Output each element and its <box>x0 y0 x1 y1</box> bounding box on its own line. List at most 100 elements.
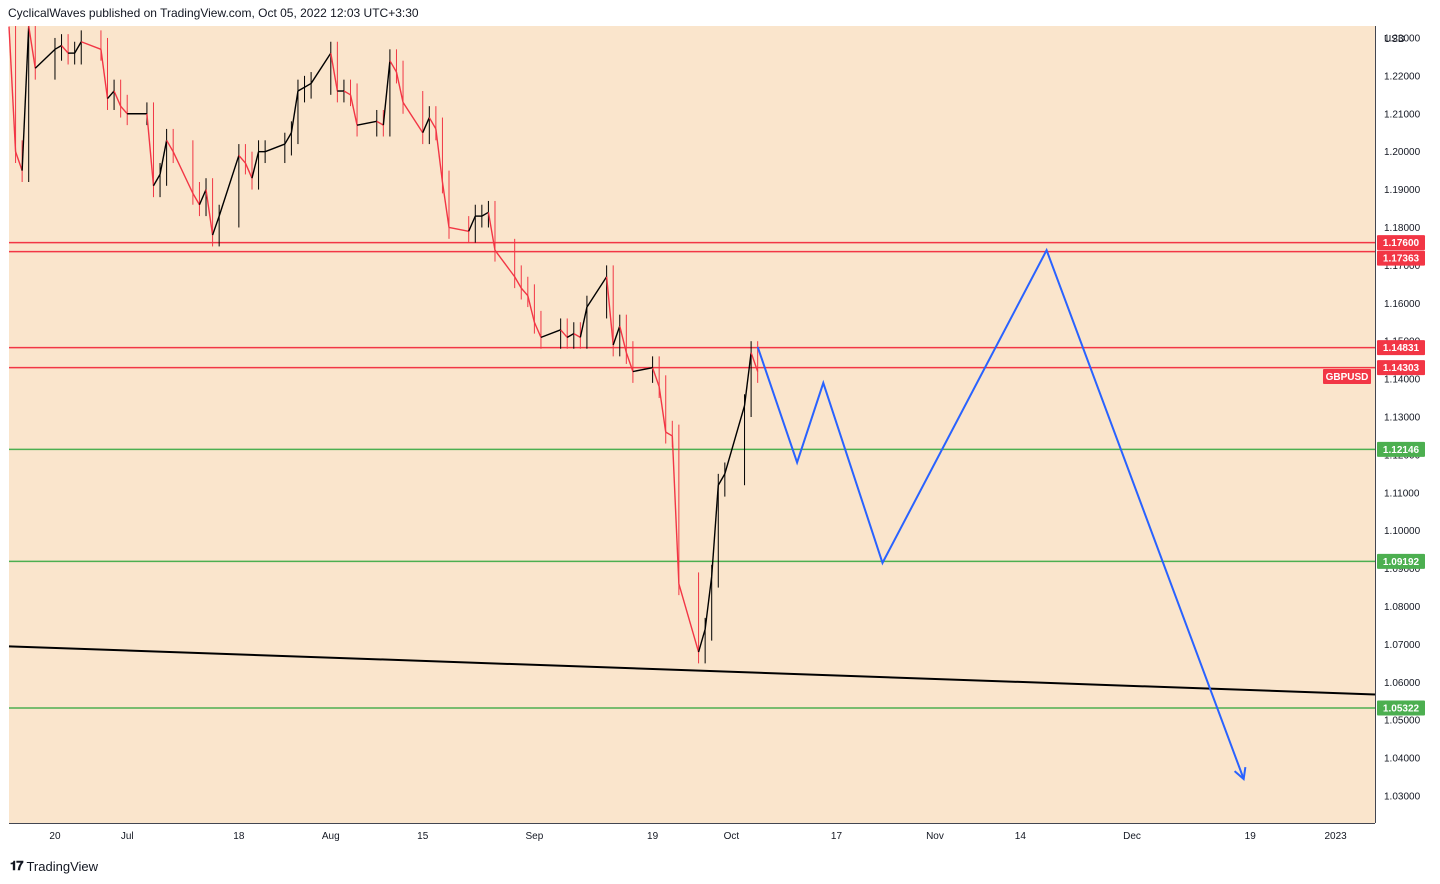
price-segment <box>612 325 621 346</box>
price-segment <box>750 352 759 372</box>
price-series-group <box>8 25 759 664</box>
price-segment <box>717 473 726 486</box>
price-segment <box>100 49 109 99</box>
symbol-price-tag-bg <box>1323 369 1371 385</box>
price-segment <box>251 151 260 179</box>
price-segment <box>120 105 128 115</box>
y-tick-label: 1.23000 <box>1384 33 1421 44</box>
price-segment <box>297 86 305 92</box>
y-tick-label: 1.13000 <box>1384 413 1421 424</box>
resistance-level-tag: 1.14831 <box>1383 343 1420 354</box>
price-segment <box>166 139 174 153</box>
price-segment <box>586 276 608 308</box>
price-segment <box>172 151 194 194</box>
price-segment <box>402 102 424 134</box>
price-segment <box>34 48 56 69</box>
symbol-price-tag: GBPUSD <box>1326 372 1369 383</box>
price-segment <box>389 60 398 73</box>
trendline-group <box>8 645 1376 696</box>
price-segment <box>106 90 115 100</box>
y-tick-label: 1.17000 <box>1384 261 1421 272</box>
resistance-level-tag: 1.17600 <box>1383 238 1420 249</box>
price-segment <box>494 249 516 278</box>
y-tick-label: 1.08000 <box>1384 602 1421 613</box>
price-segment <box>61 45 69 54</box>
support-level-tag: 1.05322 <box>1383 704 1420 715</box>
x-tick-label: 19 <box>1245 831 1257 842</box>
projection-path <box>756 247 1245 780</box>
y-tick-label: 1.18000 <box>1384 223 1421 234</box>
price-segment <box>428 117 437 130</box>
support-level-tag-bg <box>1377 441 1425 457</box>
price-segment <box>697 629 706 653</box>
y-tick-label: 1.04000 <box>1384 754 1421 765</box>
support-level-tag: 1.09192 <box>1383 557 1420 568</box>
price-segment <box>382 60 391 126</box>
price-segment <box>651 367 660 387</box>
support-level-tag-bg <box>1377 553 1425 569</box>
y-tick-label: 1.19000 <box>1384 185 1421 196</box>
price-segment <box>665 431 673 437</box>
price-segment <box>468 215 476 232</box>
tradingview-logo-icon: 𝟏𝟕 <box>10 858 24 873</box>
price-segment <box>290 90 299 133</box>
projection-arrowhead <box>1233 766 1247 781</box>
price-segment <box>211 215 220 236</box>
support-level-tag-bg <box>1377 700 1425 716</box>
price-segment <box>533 321 542 338</box>
y-tick-label: 1.10000 <box>1384 526 1421 537</box>
x-tick-label: 15 <box>417 831 429 842</box>
level-tags: 1.17600 1.17363 1.14831 1.14303 1.12146 1.091… <box>1323 235 1425 716</box>
price-segment <box>711 485 719 577</box>
price-segment <box>238 154 246 164</box>
x-tick-label: 2023 <box>1324 831 1347 842</box>
y-tick-label: 1.05000 <box>1384 716 1421 727</box>
price-segment <box>678 583 700 653</box>
price-segment <box>80 41 102 50</box>
price-segment <box>619 325 628 353</box>
trendline <box>8 645 1376 696</box>
price-segment <box>146 113 155 186</box>
price-segment <box>487 212 496 251</box>
price-segment <box>514 276 522 289</box>
price-segment <box>625 352 634 372</box>
chart-pane[interactable] <box>9 26 1375 823</box>
price-segment <box>264 143 286 153</box>
support-level-tag: 1.12146 <box>1383 445 1420 456</box>
price-segment <box>356 120 377 126</box>
x-tick-label: 18 <box>233 831 245 842</box>
price-segment <box>658 386 667 433</box>
x-tick-label: Jul <box>121 831 134 842</box>
resistance-level-tag-bg <box>1377 360 1425 376</box>
price-segment <box>14 151 23 171</box>
x-tick-label: 19 <box>647 831 659 842</box>
price-segment <box>481 211 489 217</box>
x-tick-label: 14 <box>1015 831 1027 842</box>
price-segment <box>304 82 312 88</box>
price-segment <box>218 155 240 217</box>
price-segment <box>152 174 161 187</box>
price-segment <box>198 189 207 206</box>
footer-brand[interactable]: 𝟏𝟕 TradingView <box>10 858 98 874</box>
price-segment <box>376 120 384 126</box>
price-segment <box>395 71 404 103</box>
price-segment <box>441 181 450 228</box>
time-axis[interactable] <box>9 823 1375 850</box>
price-segment <box>330 52 339 92</box>
projection-group <box>756 247 1247 781</box>
y-tick-label: 1.09000 <box>1384 564 1421 575</box>
price-segment <box>632 367 653 373</box>
price-segment <box>310 52 332 84</box>
x-tick-label: 17 <box>831 831 843 842</box>
x-tick-label: Sep <box>525 831 543 842</box>
price-segment <box>540 329 561 339</box>
price-segment <box>579 306 588 338</box>
x-tick-label: Aug <box>322 831 340 842</box>
resistance-level-tag-bg <box>1377 250 1425 266</box>
price-axis[interactable] <box>1375 26 1440 823</box>
price-segment <box>527 295 536 323</box>
price-segment <box>205 189 214 236</box>
price-segment <box>435 128 444 183</box>
